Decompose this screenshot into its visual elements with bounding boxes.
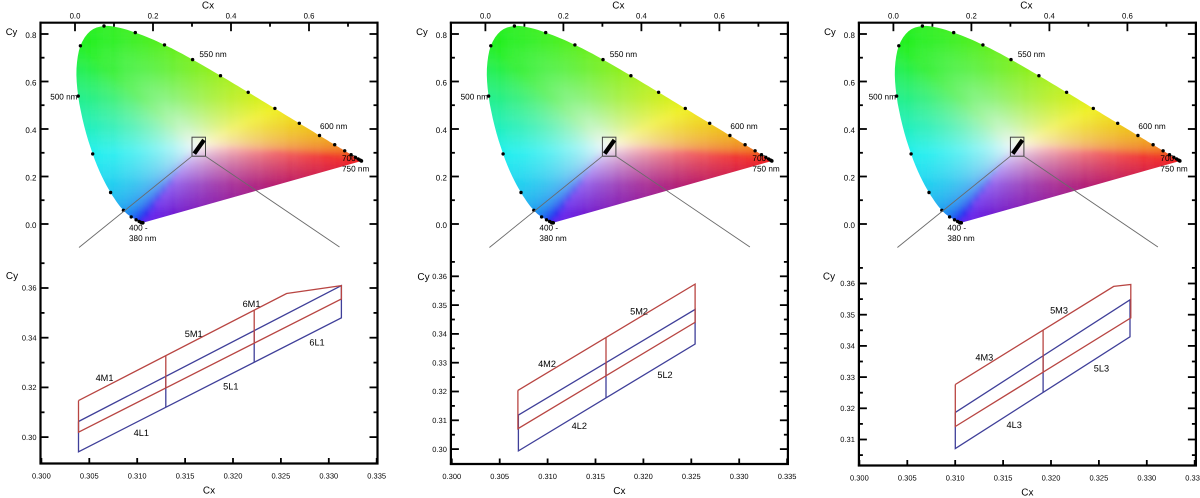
- svg-text:0.325: 0.325: [272, 472, 291, 481]
- svg-text:0.36: 0.36: [840, 279, 855, 288]
- svg-text:0.310: 0.310: [128, 472, 147, 481]
- svg-text:0.315: 0.315: [586, 472, 605, 481]
- svg-text:5M1: 5M1: [185, 329, 203, 339]
- svg-text:0.36: 0.36: [432, 272, 447, 281]
- svg-text:0.305: 0.305: [490, 472, 509, 481]
- svg-text:0.31: 0.31: [432, 416, 447, 425]
- svg-text:0.34: 0.34: [840, 342, 855, 351]
- svg-text:Cy: Cy: [6, 271, 18, 282]
- svg-text:0.30: 0.30: [432, 445, 447, 454]
- svg-text:Cx: Cx: [203, 486, 215, 497]
- svg-text:0.32: 0.32: [22, 383, 37, 392]
- svg-text:4M2: 4M2: [538, 359, 556, 369]
- svg-text:5L3: 5L3: [1094, 364, 1109, 374]
- svg-text:0.34: 0.34: [432, 330, 447, 339]
- svg-text:0.32: 0.32: [840, 404, 855, 413]
- svg-text:0.33: 0.33: [840, 373, 855, 382]
- svg-text:0.320: 0.320: [1042, 474, 1061, 483]
- svg-text:5M2: 5M2: [630, 306, 648, 316]
- svg-text:0.31: 0.31: [840, 435, 855, 444]
- svg-text:6M1: 6M1: [243, 299, 261, 309]
- svg-text:0.305: 0.305: [80, 472, 99, 481]
- svg-text:0.330: 0.330: [1137, 474, 1156, 483]
- svg-text:Cy: Cy: [823, 272, 835, 283]
- svg-text:0.300: 0.300: [32, 472, 51, 481]
- svg-text:0.330: 0.330: [730, 472, 749, 481]
- svg-text:0.335: 0.335: [778, 472, 797, 481]
- svg-text:0.35: 0.35: [432, 301, 447, 310]
- svg-text:0.310: 0.310: [946, 474, 965, 483]
- svg-text:0.34: 0.34: [22, 333, 37, 342]
- svg-text:0.335: 0.335: [1185, 474, 1200, 483]
- svg-text:0.315: 0.315: [994, 474, 1013, 483]
- svg-text:5M3: 5M3: [1050, 305, 1068, 315]
- svg-text:6L1: 6L1: [309, 338, 324, 348]
- svg-text:4M1: 4M1: [96, 373, 114, 383]
- svg-text:0.320: 0.320: [224, 472, 243, 481]
- svg-text:0.320: 0.320: [634, 472, 653, 481]
- svg-text:4L3: 4L3: [1007, 420, 1022, 430]
- svg-text:Cy: Cy: [417, 272, 429, 283]
- svg-text:0.330: 0.330: [319, 472, 338, 481]
- svg-text:0.325: 0.325: [682, 472, 701, 481]
- svg-text:0.315: 0.315: [176, 472, 195, 481]
- svg-text:0.335: 0.335: [367, 472, 386, 481]
- svg-text:4L2: 4L2: [572, 421, 587, 431]
- svg-text:0.300: 0.300: [850, 474, 869, 483]
- svg-text:5L2: 5L2: [657, 370, 672, 380]
- svg-text:4L1: 4L1: [134, 428, 149, 438]
- svg-text:Cx: Cx: [1021, 488, 1033, 498]
- svg-text:0.33: 0.33: [432, 358, 447, 367]
- svg-text:Cx: Cx: [613, 486, 625, 497]
- svg-text:0.310: 0.310: [538, 472, 557, 481]
- svg-text:0.300: 0.300: [442, 472, 461, 481]
- svg-text:0.325: 0.325: [1090, 474, 1109, 483]
- svg-text:5L1: 5L1: [223, 381, 238, 391]
- svg-text:0.35: 0.35: [840, 310, 855, 319]
- svg-text:0.32: 0.32: [432, 387, 447, 396]
- svg-text:0.305: 0.305: [898, 474, 917, 483]
- svg-text:0.36: 0.36: [22, 284, 37, 293]
- svg-text:0.30: 0.30: [22, 433, 37, 442]
- svg-text:4M3: 4M3: [975, 353, 993, 363]
